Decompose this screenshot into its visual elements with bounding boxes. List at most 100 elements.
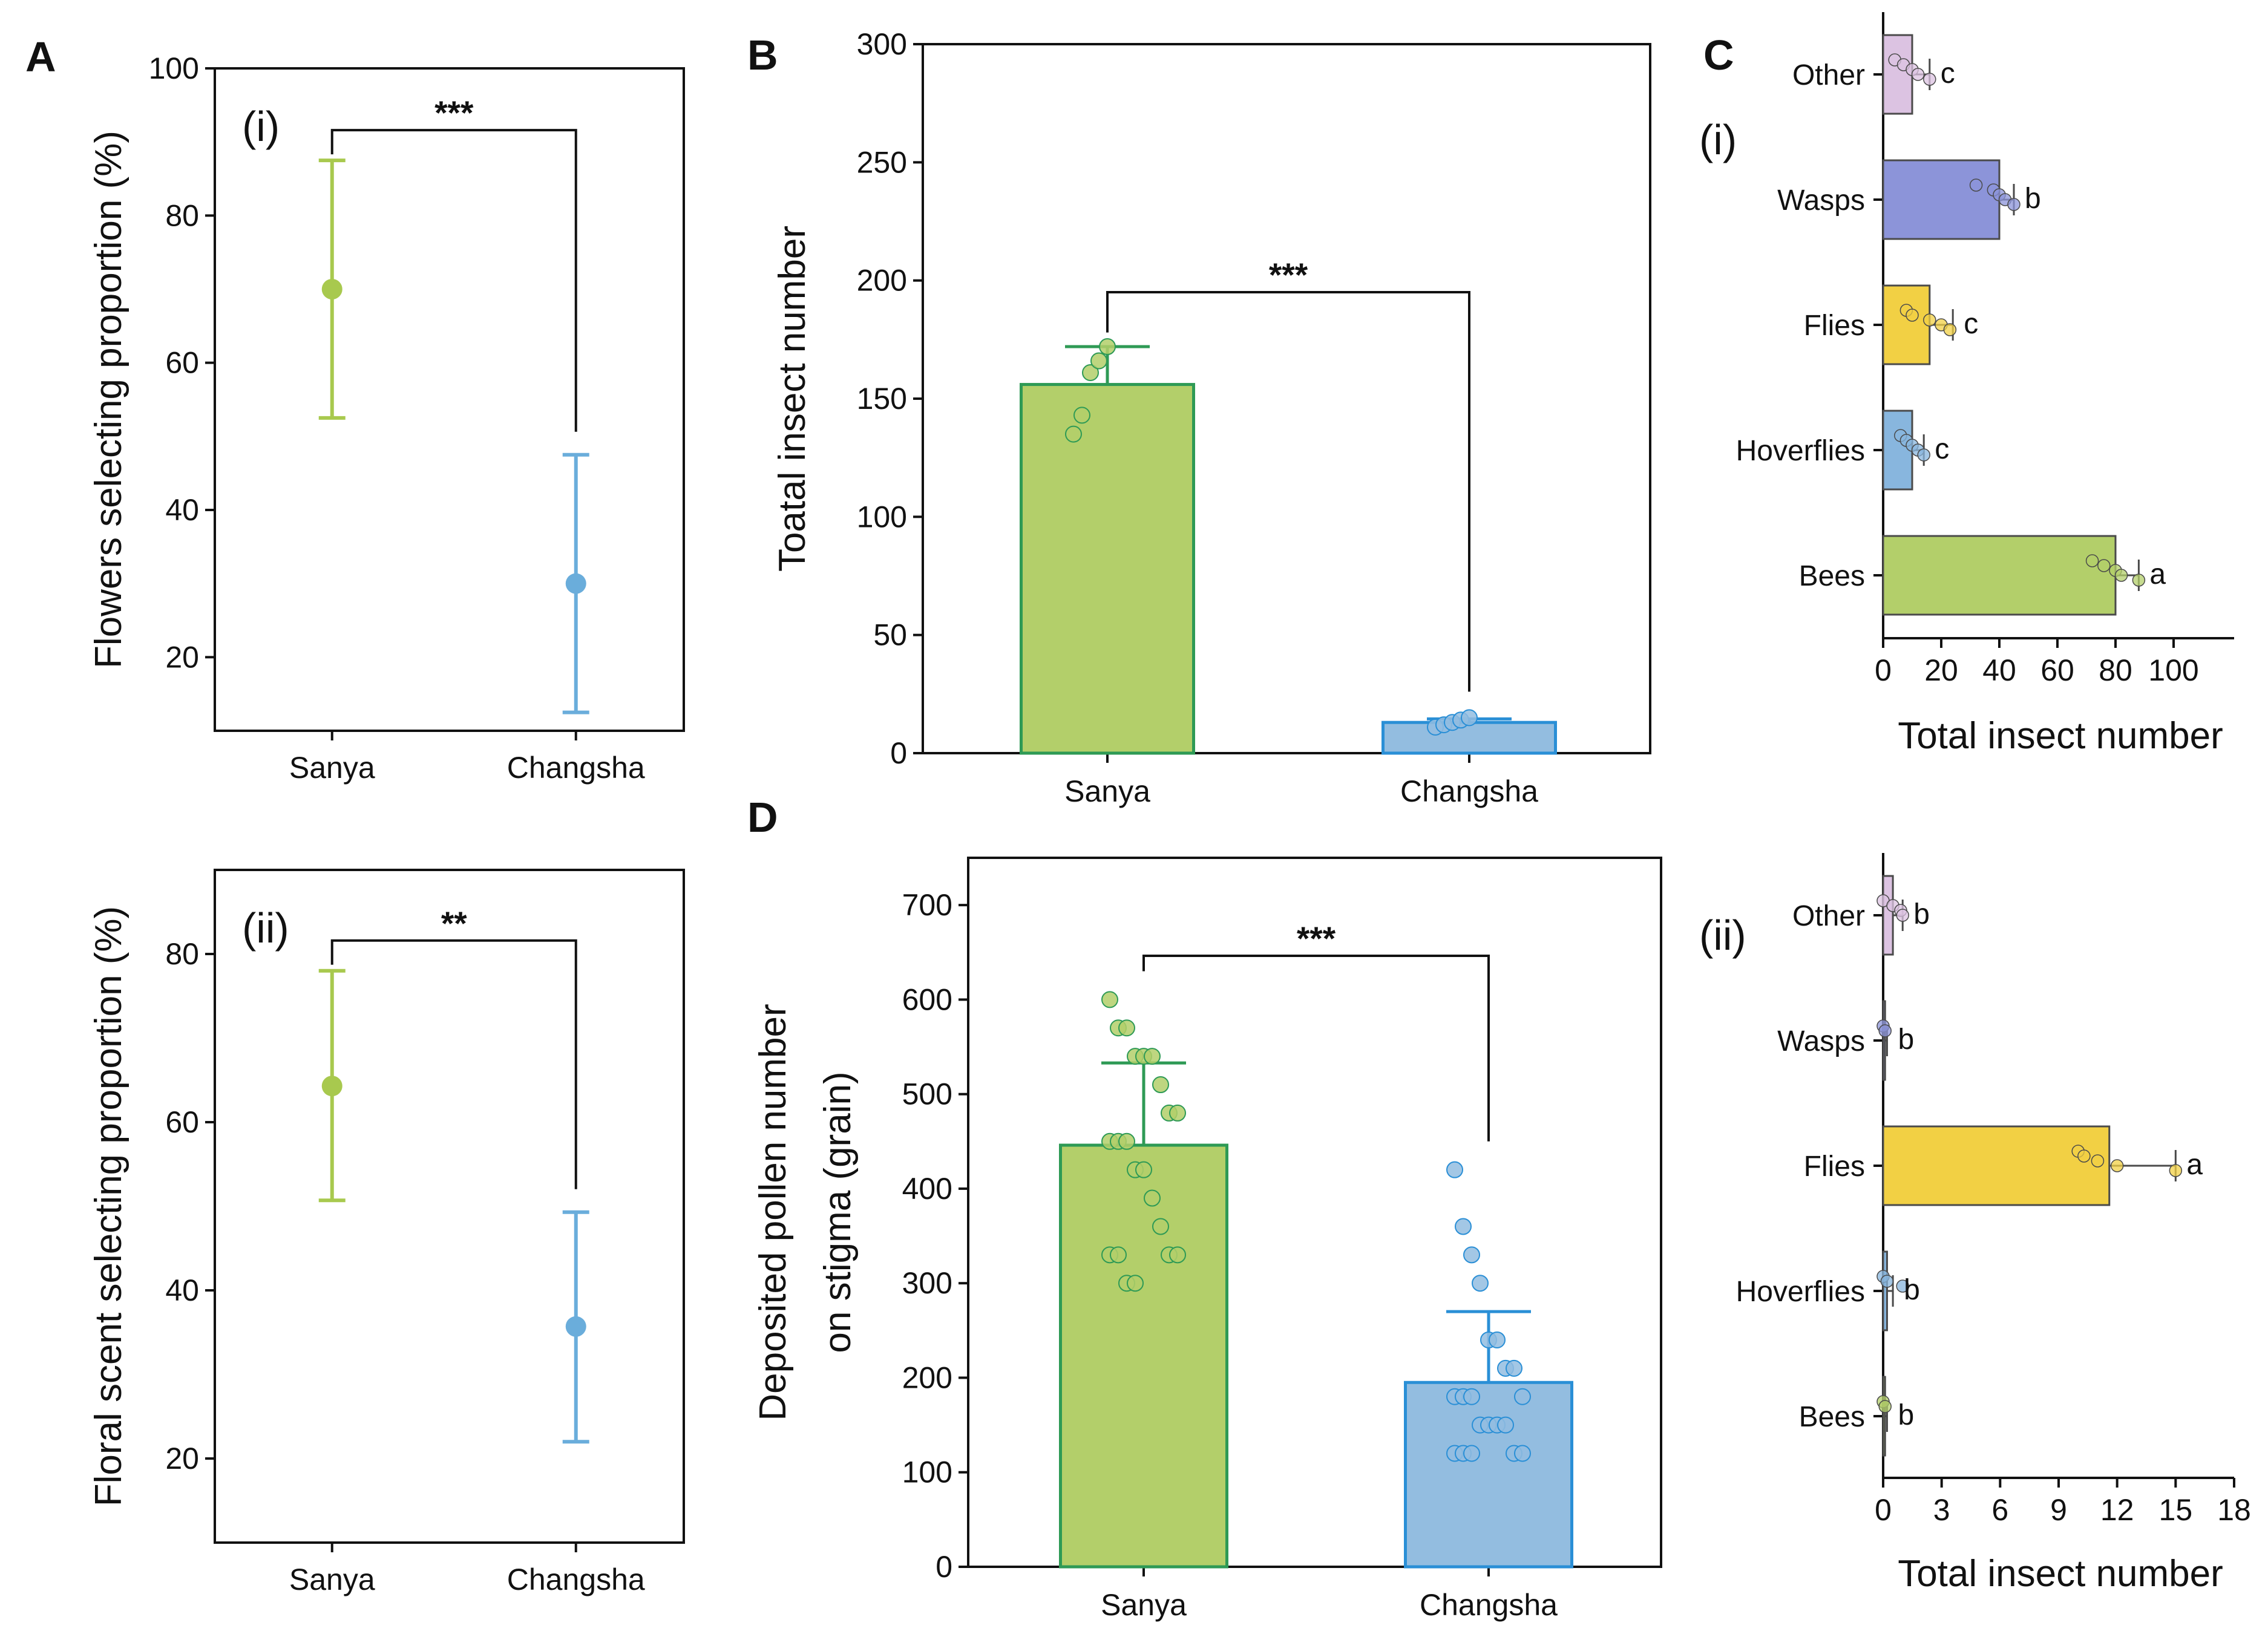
x-tick-label: 6 bbox=[1991, 1493, 2008, 1527]
significance-label: *** bbox=[1297, 920, 1336, 957]
data-point bbox=[1461, 709, 1478, 727]
mean-point bbox=[565, 573, 586, 594]
data-point bbox=[1472, 1275, 1489, 1292]
data-point bbox=[1144, 1189, 1161, 1207]
y-tick-label: 80 bbox=[165, 937, 199, 971]
y-tick-label: 60 bbox=[165, 1105, 199, 1139]
data-point bbox=[1090, 352, 1107, 370]
data-point bbox=[2077, 1149, 2091, 1163]
data-point bbox=[1144, 1048, 1161, 1065]
data-point bbox=[1152, 1218, 1169, 1235]
y-tick-label: 100 bbox=[149, 51, 199, 85]
y-tick-label: 300 bbox=[857, 27, 907, 61]
bar bbox=[1381, 720, 1557, 755]
plot-frame bbox=[214, 67, 685, 732]
y-tick-label: 150 bbox=[857, 382, 907, 416]
data-point bbox=[1878, 1024, 1892, 1037]
x-tick-label: 15 bbox=[2159, 1493, 2193, 1527]
y-axis-title: Deposited pollen number bbox=[752, 1004, 794, 1420]
group-letter: a bbox=[2186, 1149, 2203, 1181]
significance-bracket bbox=[1106, 291, 1470, 692]
panel-B: 0 50 100 150 200 250 300 Sanya Changsha *** B Toata… bbox=[747, 27, 1651, 808]
panel-C-i: 0 20 40 60 80 100 Other c Wasps b Flies c Hoverflies… bbox=[1699, 12, 2234, 757]
data-point bbox=[1073, 407, 1090, 424]
data-point bbox=[1943, 323, 1957, 336]
y-tick-label: 40 bbox=[165, 493, 199, 527]
y-axis-title: Toatal insect number bbox=[772, 226, 813, 572]
y-tick-label: 80 bbox=[165, 198, 199, 232]
significance-bracket bbox=[330, 939, 577, 1189]
y-tick-label: 200 bbox=[902, 1361, 952, 1394]
significance-bracket bbox=[1142, 955, 1490, 1142]
x-tick-label: Sanya bbox=[1101, 1588, 1187, 1622]
data-point bbox=[1506, 1359, 1522, 1377]
x-tick-label: 0 bbox=[1875, 1493, 1892, 1527]
group-letter: c bbox=[1935, 433, 1949, 465]
y-tick-label: 0 bbox=[890, 736, 907, 770]
x-tick-label: Sanya bbox=[289, 1563, 375, 1596]
x-tick-label: 60 bbox=[2040, 653, 2074, 687]
bar bbox=[1882, 1376, 1886, 1457]
data-point bbox=[1135, 1161, 1152, 1178]
y-tick-label: 20 bbox=[165, 1442, 199, 1475]
significance-bracket bbox=[330, 129, 577, 432]
x-tick-label: 18 bbox=[2217, 1493, 2251, 1527]
category-label: Flies bbox=[1804, 310, 1865, 342]
x-tick-label: 40 bbox=[1982, 653, 2016, 687]
panel-A-ii: 20 40 60 80 Sanya Changsha ** (ii) Floral scent … bbox=[88, 869, 685, 1596]
category-label: Wasps bbox=[1777, 1025, 1865, 1057]
mean-point bbox=[565, 1316, 586, 1337]
group-letter: b bbox=[1898, 1399, 1914, 1431]
group-letter: b bbox=[1913, 898, 1930, 930]
data-point bbox=[2097, 559, 2111, 572]
data-point bbox=[1878, 1400, 1892, 1413]
x-tick-label: 9 bbox=[2050, 1493, 2067, 1527]
data-point bbox=[1923, 73, 1936, 86]
bar bbox=[1882, 1000, 1886, 1081]
data-point bbox=[2169, 1164, 2183, 1177]
category-label: Bees bbox=[1799, 560, 1865, 592]
data-point bbox=[1880, 1275, 1894, 1288]
category-label: Hoverflies bbox=[1736, 1276, 1865, 1308]
x-tick-label: Sanya bbox=[1064, 774, 1150, 808]
group-letter: b bbox=[1898, 1024, 1914, 1056]
data-point bbox=[1489, 1331, 1506, 1348]
data-point bbox=[1911, 68, 1925, 81]
data-point bbox=[1169, 1246, 1186, 1264]
data-point bbox=[1497, 1416, 1514, 1434]
x-tick-label: Changsha bbox=[1400, 774, 1538, 808]
group-letter: b bbox=[2025, 183, 2041, 215]
panel-letter: D bbox=[747, 794, 778, 841]
y-tick-label: 400 bbox=[902, 1172, 952, 1206]
y-axis-title: Flowers selecting proportion (%) bbox=[88, 131, 129, 668]
data-point bbox=[1896, 909, 1909, 922]
panel-D: 0 100 200 300 400 500 600 700 Sanya Changsha *** D D… bbox=[747, 794, 1662, 1622]
x-tick-label: Sanya bbox=[289, 751, 375, 785]
x-axis-title: Total insect number bbox=[1898, 1553, 2223, 1595]
data-point bbox=[1969, 178, 1983, 192]
x-axis-title: Total insect number bbox=[1898, 715, 2223, 757]
bar bbox=[1882, 1125, 2111, 1206]
data-point bbox=[1127, 1275, 1144, 1292]
x-tick-label: Changsha bbox=[507, 751, 645, 785]
bar bbox=[1882, 535, 2117, 616]
sub-panel-label: (i) bbox=[242, 103, 280, 150]
data-point bbox=[2114, 569, 2128, 582]
sub-panel-label: (i) bbox=[1699, 116, 1737, 163]
panel-letter: B bbox=[747, 31, 778, 79]
bar bbox=[1882, 284, 1931, 365]
mean-point bbox=[321, 279, 342, 299]
data-point bbox=[1923, 313, 1936, 327]
x-tick-label: 0 bbox=[1875, 653, 1892, 687]
data-point bbox=[1906, 309, 1919, 322]
y-tick-label: 300 bbox=[902, 1266, 952, 1300]
data-point bbox=[2110, 1159, 2124, 1172]
significance-label: ** bbox=[441, 904, 467, 942]
significance-label: *** bbox=[1269, 256, 1308, 293]
x-tick-label: Changsha bbox=[1420, 1588, 1558, 1622]
data-point bbox=[1463, 1246, 1480, 1264]
y-tick-label: 40 bbox=[165, 1273, 199, 1307]
data-point bbox=[2091, 1154, 2105, 1168]
x-tick-label: 12 bbox=[2100, 1493, 2134, 1527]
